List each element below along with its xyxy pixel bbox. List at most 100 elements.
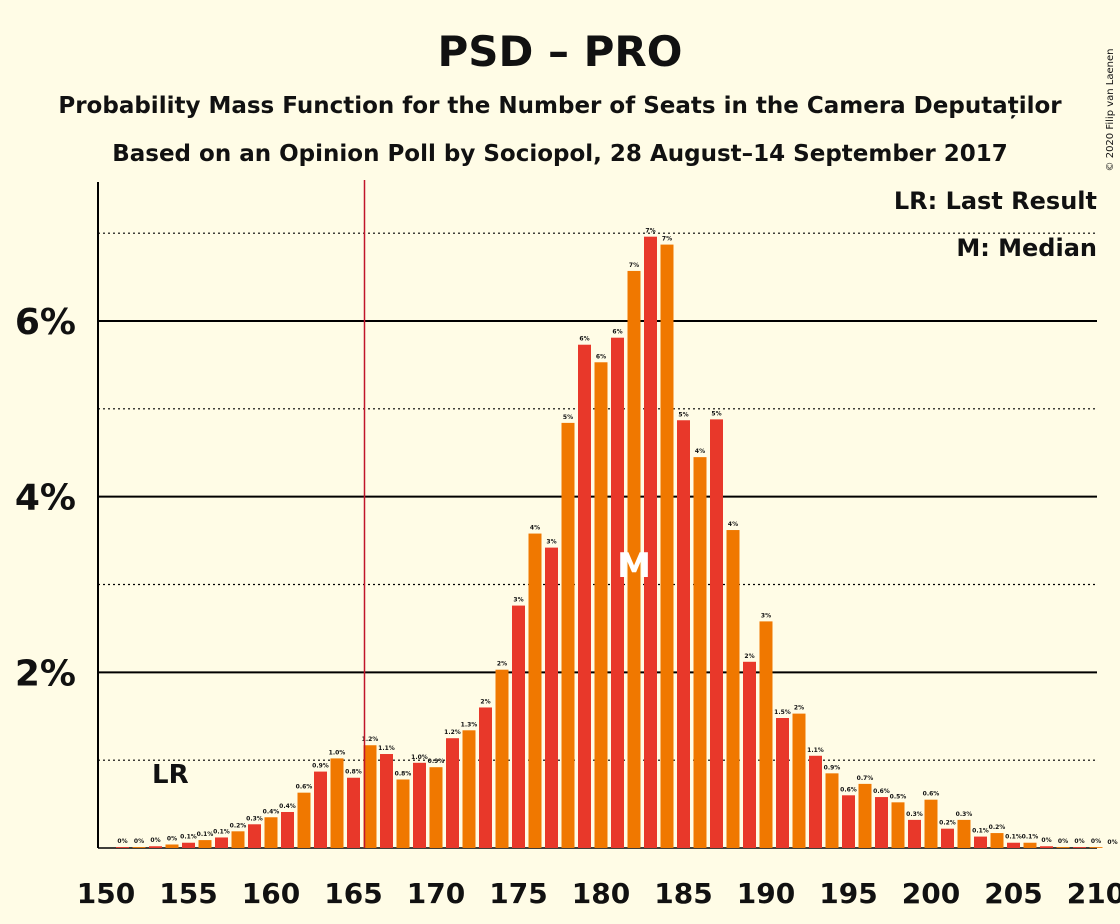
x-axis-ticks: 150 155 160 165 170 175 180 185 190 195 200 205 210 <box>77 877 1120 910</box>
data-label-seat-200: 0.6% <box>923 791 940 798</box>
x-tick-label: 210 <box>1067 877 1120 910</box>
bar-seat-171 <box>446 738 459 848</box>
data-label-seat-206: 0.1% <box>1022 834 1039 841</box>
x-tick-label: 205 <box>984 877 1042 910</box>
bar-seat-204 <box>990 833 1004 848</box>
bar-seat-180 <box>594 362 608 848</box>
bar-seat-192 <box>792 713 806 848</box>
data-label-seat-203: 0.1% <box>972 828 989 835</box>
bar-seat-154 <box>165 844 179 848</box>
data-label-seat-198: 0.5% <box>890 793 907 800</box>
bar-seat-195 <box>842 795 855 848</box>
bar-seat-184 <box>660 244 674 848</box>
data-label-seat-205: 0.1% <box>1005 834 1022 841</box>
bar-seat-191 <box>776 718 789 848</box>
data-label-seat-186: 4% <box>695 448 705 455</box>
data-label-seat-155: 0.1% <box>180 834 197 841</box>
data-label-seat-172: 1.3% <box>461 721 478 728</box>
data-label-seat-167: 1.1% <box>378 745 395 752</box>
data-label-seat-210: 0% <box>1091 838 1101 845</box>
data-label-seat-175: 3% <box>513 597 523 604</box>
bar-seat-158 <box>231 831 245 848</box>
x-tick-label: 155 <box>159 877 217 910</box>
bar-seat-165 <box>347 777 360 848</box>
bar-seat-174 <box>495 669 509 848</box>
bar-seat-189 <box>743 661 756 848</box>
bar-seat-176 <box>528 533 542 848</box>
data-label-seat-166: 1.2% <box>362 736 379 743</box>
bar-seat-197 <box>875 797 888 848</box>
bar-seat-209 <box>1073 847 1086 848</box>
data-label-seat-169: 1.0% <box>411 754 428 761</box>
x-tick-label: 190 <box>737 877 795 910</box>
data-label-seat-179: 6% <box>579 336 589 343</box>
data-label-seat-182: 7% <box>629 262 639 269</box>
bar-seat-151 <box>116 847 129 848</box>
data-labels: 0% 0% 0% 0% 0.1% 0.1% 0.1%0.2%0.3%0.4%0.4%0.6%… <box>117 228 1117 846</box>
bar-seat-188 <box>726 530 740 848</box>
data-label-seat-207: 0% <box>1041 837 1051 844</box>
data-label-seat-163: 0.9% <box>312 763 329 770</box>
data-label-seat-190: 3% <box>761 612 771 619</box>
data-label-seat-168: 0.8% <box>395 770 412 777</box>
data-label-seat-178: 5% <box>563 414 573 421</box>
data-label-seat-170: 0.9% <box>428 758 445 765</box>
data-label-seat-211: 0% <box>1107 839 1117 846</box>
bar-seat-162 <box>297 792 311 848</box>
bar-seat-175 <box>512 605 525 848</box>
bar-seat-198 <box>891 802 905 848</box>
data-label-seat-160: 0.4% <box>263 808 280 815</box>
bar-seat-205 <box>1007 842 1020 848</box>
bar-seat-169 <box>413 762 426 848</box>
data-label-seat-201: 0.2% <box>939 820 956 827</box>
data-label-seat-162: 0.6% <box>296 784 313 791</box>
data-label-seat-188: 4% <box>728 521 738 528</box>
x-tick-label: 180 <box>572 877 630 910</box>
bar-seat-163 <box>314 771 327 848</box>
data-label-seat-151: 0% <box>117 838 127 845</box>
data-label-seat-171: 1.2% <box>444 729 461 736</box>
x-tick-label: 195 <box>819 877 877 910</box>
data-label-seat-187: 5% <box>711 410 721 417</box>
data-label-seat-204: 0.2% <box>989 824 1006 831</box>
bar-seat-190 <box>759 621 773 848</box>
bar-seat-168 <box>396 779 410 848</box>
data-label-seat-192: 2% <box>794 705 804 712</box>
bar-seat-160 <box>264 817 278 848</box>
data-label-seat-194: 0.9% <box>824 764 841 771</box>
data-label-seat-157: 0.1% <box>213 828 230 835</box>
data-label-seat-183: 7% <box>645 228 655 235</box>
data-label-seat-180: 6% <box>596 353 606 360</box>
data-label-seat-161: 0.4% <box>279 803 296 810</box>
bar-seat-177 <box>545 547 558 848</box>
bar-seat-172 <box>462 730 476 848</box>
data-label-seat-191: 1.5% <box>774 709 791 716</box>
data-label-seat-153: 0% <box>150 837 160 844</box>
gridlines <box>98 232 1097 849</box>
legend-median: M: Median <box>956 234 1097 262</box>
y-tick-label: 2% <box>15 653 76 694</box>
data-label-seat-209: 0% <box>1074 838 1084 845</box>
bar-seat-196 <box>858 783 872 848</box>
bar-seat-199 <box>908 819 921 848</box>
data-label-seat-154: 0% <box>167 835 177 842</box>
x-tick-label: 150 <box>77 877 135 910</box>
bar-seat-181 <box>611 337 624 848</box>
x-tick-label: 200 <box>902 877 960 910</box>
bar-seat-202 <box>957 819 971 848</box>
data-label-seat-176: 4% <box>530 525 540 532</box>
x-tick-label: 185 <box>654 877 712 910</box>
legend-last-result: LR: Last Result <box>894 187 1097 215</box>
bar-seat-152 <box>132 847 146 848</box>
last-result-label: LR <box>152 760 189 790</box>
data-label-seat-156: 0.1% <box>197 831 214 838</box>
bar-seat-182 <box>627 270 641 848</box>
bar-seat-164 <box>330 758 344 848</box>
copyright-note: © 2020 Filip van Laenen <box>1105 49 1116 172</box>
bar-seat-207 <box>1040 846 1053 848</box>
bar-seat-159 <box>248 824 261 848</box>
data-label-seat-195: 0.6% <box>840 786 857 793</box>
x-tick-label: 175 <box>489 877 547 910</box>
